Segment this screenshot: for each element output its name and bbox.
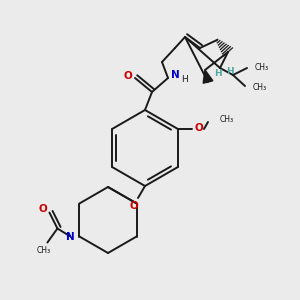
Text: N: N (66, 232, 75, 242)
Text: H: H (214, 70, 222, 79)
Text: O: O (130, 201, 138, 211)
Polygon shape (203, 70, 213, 83)
Text: N: N (171, 70, 179, 80)
Text: CH₃: CH₃ (36, 246, 50, 255)
Text: O: O (195, 123, 203, 133)
Text: CH₃: CH₃ (255, 62, 269, 71)
Text: O: O (124, 71, 132, 81)
Text: CH₃: CH₃ (220, 116, 234, 124)
Text: CH₃: CH₃ (253, 82, 267, 91)
Text: H: H (226, 67, 234, 76)
Text: H: H (181, 74, 188, 83)
Text: O: O (38, 203, 47, 214)
